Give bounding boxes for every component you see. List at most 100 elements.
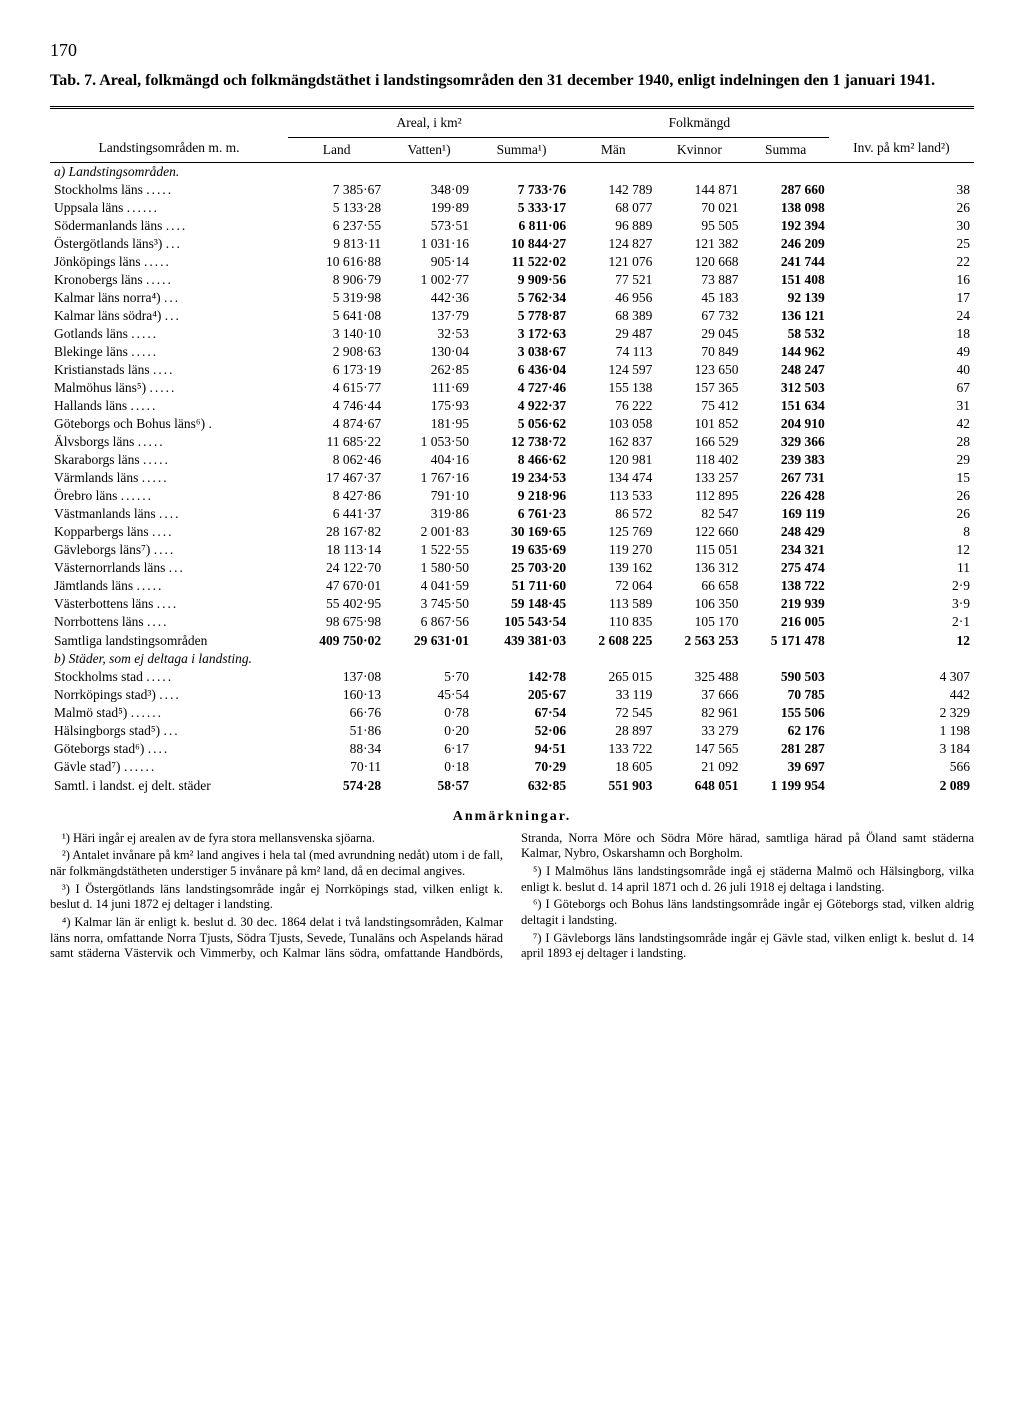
cell-kvin: 29 045 <box>656 325 742 343</box>
row-label: Blekinge läns ..... <box>50 343 288 361</box>
cell-man: 29 487 <box>570 325 656 343</box>
table-row: Kristianstads läns ....6 173·19262·856 4… <box>50 361 974 379</box>
table-row: Östergötlands läns³) ...9 813·111 031·16… <box>50 235 974 253</box>
remark-paragraph: ⁶) I Göteborgs och Bohus läns landstings… <box>521 897 974 928</box>
cell-summa1: 439 381·03 <box>473 631 570 650</box>
cell-summa2: 226 428 <box>743 487 829 505</box>
cell-land: 24 122·70 <box>288 559 385 577</box>
cell-man: 119 270 <box>570 541 656 559</box>
cell-vatten: 1 002·77 <box>385 271 473 289</box>
cell-vatten: 6 867·56 <box>385 613 473 631</box>
cell-kvin: 136 312 <box>656 559 742 577</box>
cell-kvin: 75 412 <box>656 397 742 415</box>
cell-summa2: 136 121 <box>743 307 829 325</box>
row-label: Kronobergs läns ..... <box>50 271 288 289</box>
table-title: Tab. 7. Areal, folkmängd och folkmängdst… <box>50 71 974 92</box>
cell-man: 72 545 <box>570 704 656 722</box>
cell-summa1: 105 543·54 <box>473 613 570 631</box>
cell-vatten: 29 631·01 <box>385 631 473 650</box>
table-row: Jönköpings läns .....10 616·88905·1411 5… <box>50 253 974 271</box>
cell-land: 28 167·82 <box>288 523 385 541</box>
cell-kvin: 70 849 <box>656 343 742 361</box>
cell-summa1: 6 761·23 <box>473 505 570 523</box>
cell-land: 70·11 <box>288 758 385 776</box>
cell-land: 47 670·01 <box>288 577 385 595</box>
cell-kvin: 157 365 <box>656 379 742 397</box>
data-table: Landstingsområden m. m. Areal, i km² Fol… <box>50 106 974 795</box>
remarks-heading: Anmärkningar. <box>50 809 974 825</box>
cell-summa2: 58 532 <box>743 325 829 343</box>
cell-kvin: 133 257 <box>656 469 742 487</box>
cell-inv: 8 <box>829 523 974 541</box>
cell-kvin: 144 871 <box>656 181 742 199</box>
cell-man: 46 956 <box>570 289 656 307</box>
cell-vatten: 1 522·55 <box>385 541 473 559</box>
row-label: Västernorrlands läns ... <box>50 559 288 577</box>
cell-kvin: 37 666 <box>656 686 742 704</box>
table-row: Norrbottens läns ....98 675·986 867·5610… <box>50 613 974 631</box>
cell-land: 18 113·14 <box>288 541 385 559</box>
cell-summa2: 239 383 <box>743 451 829 469</box>
cell-kvin: 45 183 <box>656 289 742 307</box>
cell-summa2: 151 408 <box>743 271 829 289</box>
cell-summa1: 8 466·62 <box>473 451 570 469</box>
cell-vatten: 0·78 <box>385 704 473 722</box>
cell-inv: 18 <box>829 325 974 343</box>
cell-summa1: 67·54 <box>473 704 570 722</box>
cell-summa1: 19 635·69 <box>473 541 570 559</box>
cell-summa1: 10 844·27 <box>473 235 570 253</box>
cell-inv: 12 <box>829 541 974 559</box>
cell-vatten: 6·17 <box>385 740 473 758</box>
cell-summa1: 3 172·63 <box>473 325 570 343</box>
cell-vatten: 1 053·50 <box>385 433 473 451</box>
cell-kvin: 112 895 <box>656 487 742 505</box>
row-label: Kalmar läns norra⁴) ... <box>50 289 288 307</box>
cell-kvin: 95 505 <box>656 217 742 235</box>
table-row: Gotlands läns .....3 140·1032·533 172·63… <box>50 325 974 343</box>
header-region: Landstingsområden m. m. <box>50 107 288 162</box>
cell-vatten: 0·20 <box>385 722 473 740</box>
cell-man: 134 474 <box>570 469 656 487</box>
cell-inv: 16 <box>829 271 974 289</box>
cell-land: 5 641·08 <box>288 307 385 325</box>
table-row: Göteborgs stad⁶) ....88·346·1794·51133 7… <box>50 740 974 758</box>
cell-summa2: 287 660 <box>743 181 829 199</box>
cell-summa2: 246 209 <box>743 235 829 253</box>
cell-land: 3 140·10 <box>288 325 385 343</box>
cell-land: 7 385·67 <box>288 181 385 199</box>
cell-summa1: 3 038·67 <box>473 343 570 361</box>
cell-man: 125 769 <box>570 523 656 541</box>
cell-man: 162 837 <box>570 433 656 451</box>
header-folkmangd: Folkmängd <box>570 107 829 137</box>
row-label: Kopparbergs läns .... <box>50 523 288 541</box>
cell-inv: 566 <box>829 758 974 776</box>
remark-paragraph: ⁷) I Gävleborgs läns landstingsområde in… <box>521 931 974 962</box>
cell-land: 55 402·95 <box>288 595 385 613</box>
header-man: Män <box>570 137 656 162</box>
cell-summa1: 5 056·62 <box>473 415 570 433</box>
cell-land: 9 813·11 <box>288 235 385 253</box>
cell-summa1: 7 733·76 <box>473 181 570 199</box>
cell-land: 4 615·77 <box>288 379 385 397</box>
cell-man: 33 119 <box>570 686 656 704</box>
cell-summa2: 1 199 954 <box>743 776 829 795</box>
table-row: Malmöhus läns⁵) .....4 615·77111·694 727… <box>50 379 974 397</box>
cell-inv: 1 198 <box>829 722 974 740</box>
cell-summa2: 169 119 <box>743 505 829 523</box>
cell-summa2: 151 634 <box>743 397 829 415</box>
row-label: Göteborgs och Bohus läns⁶) . <box>50 415 288 433</box>
cell-land: 8 427·86 <box>288 487 385 505</box>
cell-summa1: 51 711·60 <box>473 577 570 595</box>
cell-kvin: 105 170 <box>656 613 742 631</box>
cell-kvin: 115 051 <box>656 541 742 559</box>
cell-inv: 4 307 <box>829 668 974 686</box>
row-label: Gävle stad⁷) ...... <box>50 758 288 776</box>
cell-kvin: 118 402 <box>656 451 742 469</box>
cell-vatten: 404·16 <box>385 451 473 469</box>
cell-kvin: 21 092 <box>656 758 742 776</box>
cell-summa2: 62 176 <box>743 722 829 740</box>
cell-inv: 11 <box>829 559 974 577</box>
cell-kvin: 66 658 <box>656 577 742 595</box>
table-row: Kalmar läns norra⁴) ...5 319·98442·365 7… <box>50 289 974 307</box>
cell-kvin: 82 547 <box>656 505 742 523</box>
